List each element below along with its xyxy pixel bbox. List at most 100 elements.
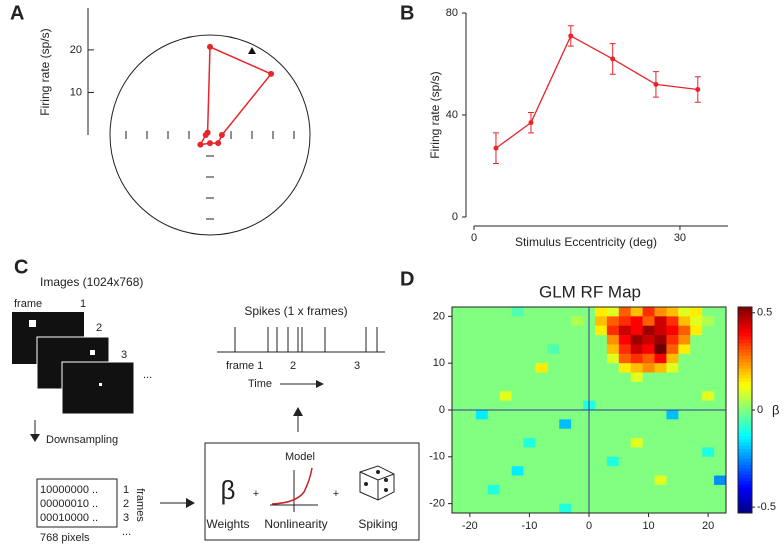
heatmap-cell xyxy=(594,344,608,355)
colorbar-step xyxy=(738,455,752,459)
heatmap-cell xyxy=(535,400,548,411)
heatmap-cell xyxy=(666,447,679,458)
heatmap-cell xyxy=(606,419,620,430)
y-tick-label: 20 xyxy=(433,310,445,322)
colorbar-step xyxy=(738,474,752,478)
heatmap-cell xyxy=(618,475,631,486)
heatmap-cell xyxy=(559,400,572,411)
data-line xyxy=(495,35,698,149)
heatmap-cell xyxy=(475,307,489,317)
heatmap-cell xyxy=(463,391,477,401)
weights-label: Weights xyxy=(206,517,249,531)
heatmap-cell xyxy=(642,419,655,430)
heatmap-cell xyxy=(499,503,512,514)
heatmap-cell xyxy=(487,353,500,364)
y-tick-label: 80 xyxy=(446,7,458,19)
frame-image xyxy=(61,361,135,415)
heatmap-cell xyxy=(654,307,667,317)
row-number: 3 xyxy=(123,512,129,524)
heatmap-cell xyxy=(642,307,655,317)
colorbar-step xyxy=(738,432,752,437)
heatmap-cell xyxy=(606,335,620,345)
heatmap-cell xyxy=(511,428,524,439)
heatmap-cell xyxy=(594,307,608,317)
heatmap-cell xyxy=(547,316,560,327)
colorbar-step xyxy=(738,358,752,363)
downsampling: Downsampling xyxy=(46,434,118,446)
heatmap-cell xyxy=(571,391,584,401)
heatmap-cell xyxy=(642,484,655,495)
heatmap-cell xyxy=(523,475,536,486)
heatmap-cell xyxy=(666,381,679,392)
colorbar-step xyxy=(738,335,752,340)
colorbar-step xyxy=(738,400,752,404)
heatmap-cell xyxy=(535,335,548,345)
heatmap-cell xyxy=(642,400,655,411)
heatmap-cell xyxy=(702,428,715,439)
heatmap-cell xyxy=(535,475,548,486)
heatmap-cell xyxy=(618,428,631,439)
heatmap-cell xyxy=(606,363,620,373)
spike-frame-label: 3 xyxy=(354,360,360,372)
heatmap-cell xyxy=(475,353,489,364)
heatmap-cell xyxy=(714,391,727,401)
heatmap-cell xyxy=(630,400,643,411)
heatmap-cell xyxy=(571,456,584,467)
heatmap-cell xyxy=(511,391,524,401)
heatmap-cell xyxy=(678,400,691,411)
heatmap-cell xyxy=(523,438,536,448)
heatmap-cell xyxy=(606,428,620,439)
heatmap-cell xyxy=(642,344,655,355)
colorbar-tick-label: -0.5 xyxy=(757,501,776,513)
heatmap-cell xyxy=(547,353,560,364)
heatmap-cell xyxy=(594,325,608,336)
heatmap-cell xyxy=(666,428,679,439)
heatmap-cell xyxy=(475,316,489,327)
heatmap-cell xyxy=(702,466,715,476)
heatmap-cell xyxy=(571,466,584,476)
heatmap-cell xyxy=(475,419,489,430)
dice-pip xyxy=(384,478,388,482)
heatmap-cell xyxy=(606,438,620,448)
heatmap-cell xyxy=(630,344,643,355)
colorbar-step xyxy=(738,503,752,507)
data-point xyxy=(493,145,499,151)
heatmap-cell xyxy=(654,325,667,336)
heatmap-cell xyxy=(678,410,691,420)
heatmap-cell xyxy=(535,353,548,364)
colorbar-step xyxy=(738,374,752,379)
heatmap-cell xyxy=(547,466,560,476)
heatmap-cell xyxy=(690,372,703,383)
heatmap-cell xyxy=(559,307,572,317)
heatmap-cell xyxy=(547,335,560,345)
heatmap-cell xyxy=(642,363,655,373)
heatmap-cell xyxy=(666,391,679,401)
heatmap-cell xyxy=(702,503,715,514)
heatmap-cell xyxy=(654,410,667,420)
chart-title: GLM RF Map xyxy=(539,282,641,301)
nonlinearity-curve xyxy=(271,467,313,505)
heatmap-cell xyxy=(702,372,715,383)
heatmap-cell xyxy=(690,391,703,401)
heatmap-cell xyxy=(452,372,465,383)
colorbar-tick-label: 0.5 xyxy=(757,307,772,319)
heatmap-cell xyxy=(463,466,477,476)
heatmap-cell xyxy=(642,316,655,327)
colorbar-step xyxy=(738,310,752,314)
heatmap-cell xyxy=(594,381,608,392)
heatmap-cell xyxy=(499,428,512,439)
heatmap-cell xyxy=(523,381,536,392)
heatmap-cell xyxy=(535,325,548,336)
heatmap-cell xyxy=(571,307,584,317)
heatmap-cell xyxy=(630,419,643,430)
heatmap-cell xyxy=(654,456,667,467)
heatmap-cell xyxy=(523,363,536,373)
heatmap-cell xyxy=(547,372,560,383)
heatmap-cell xyxy=(511,325,524,336)
data-point xyxy=(197,141,204,148)
x-tick-label: -10 xyxy=(521,520,537,532)
heatmap-cell xyxy=(452,325,465,336)
heatmap-cell xyxy=(678,316,691,327)
heatmap-cell xyxy=(630,447,643,458)
heatmap-cell xyxy=(690,325,703,336)
